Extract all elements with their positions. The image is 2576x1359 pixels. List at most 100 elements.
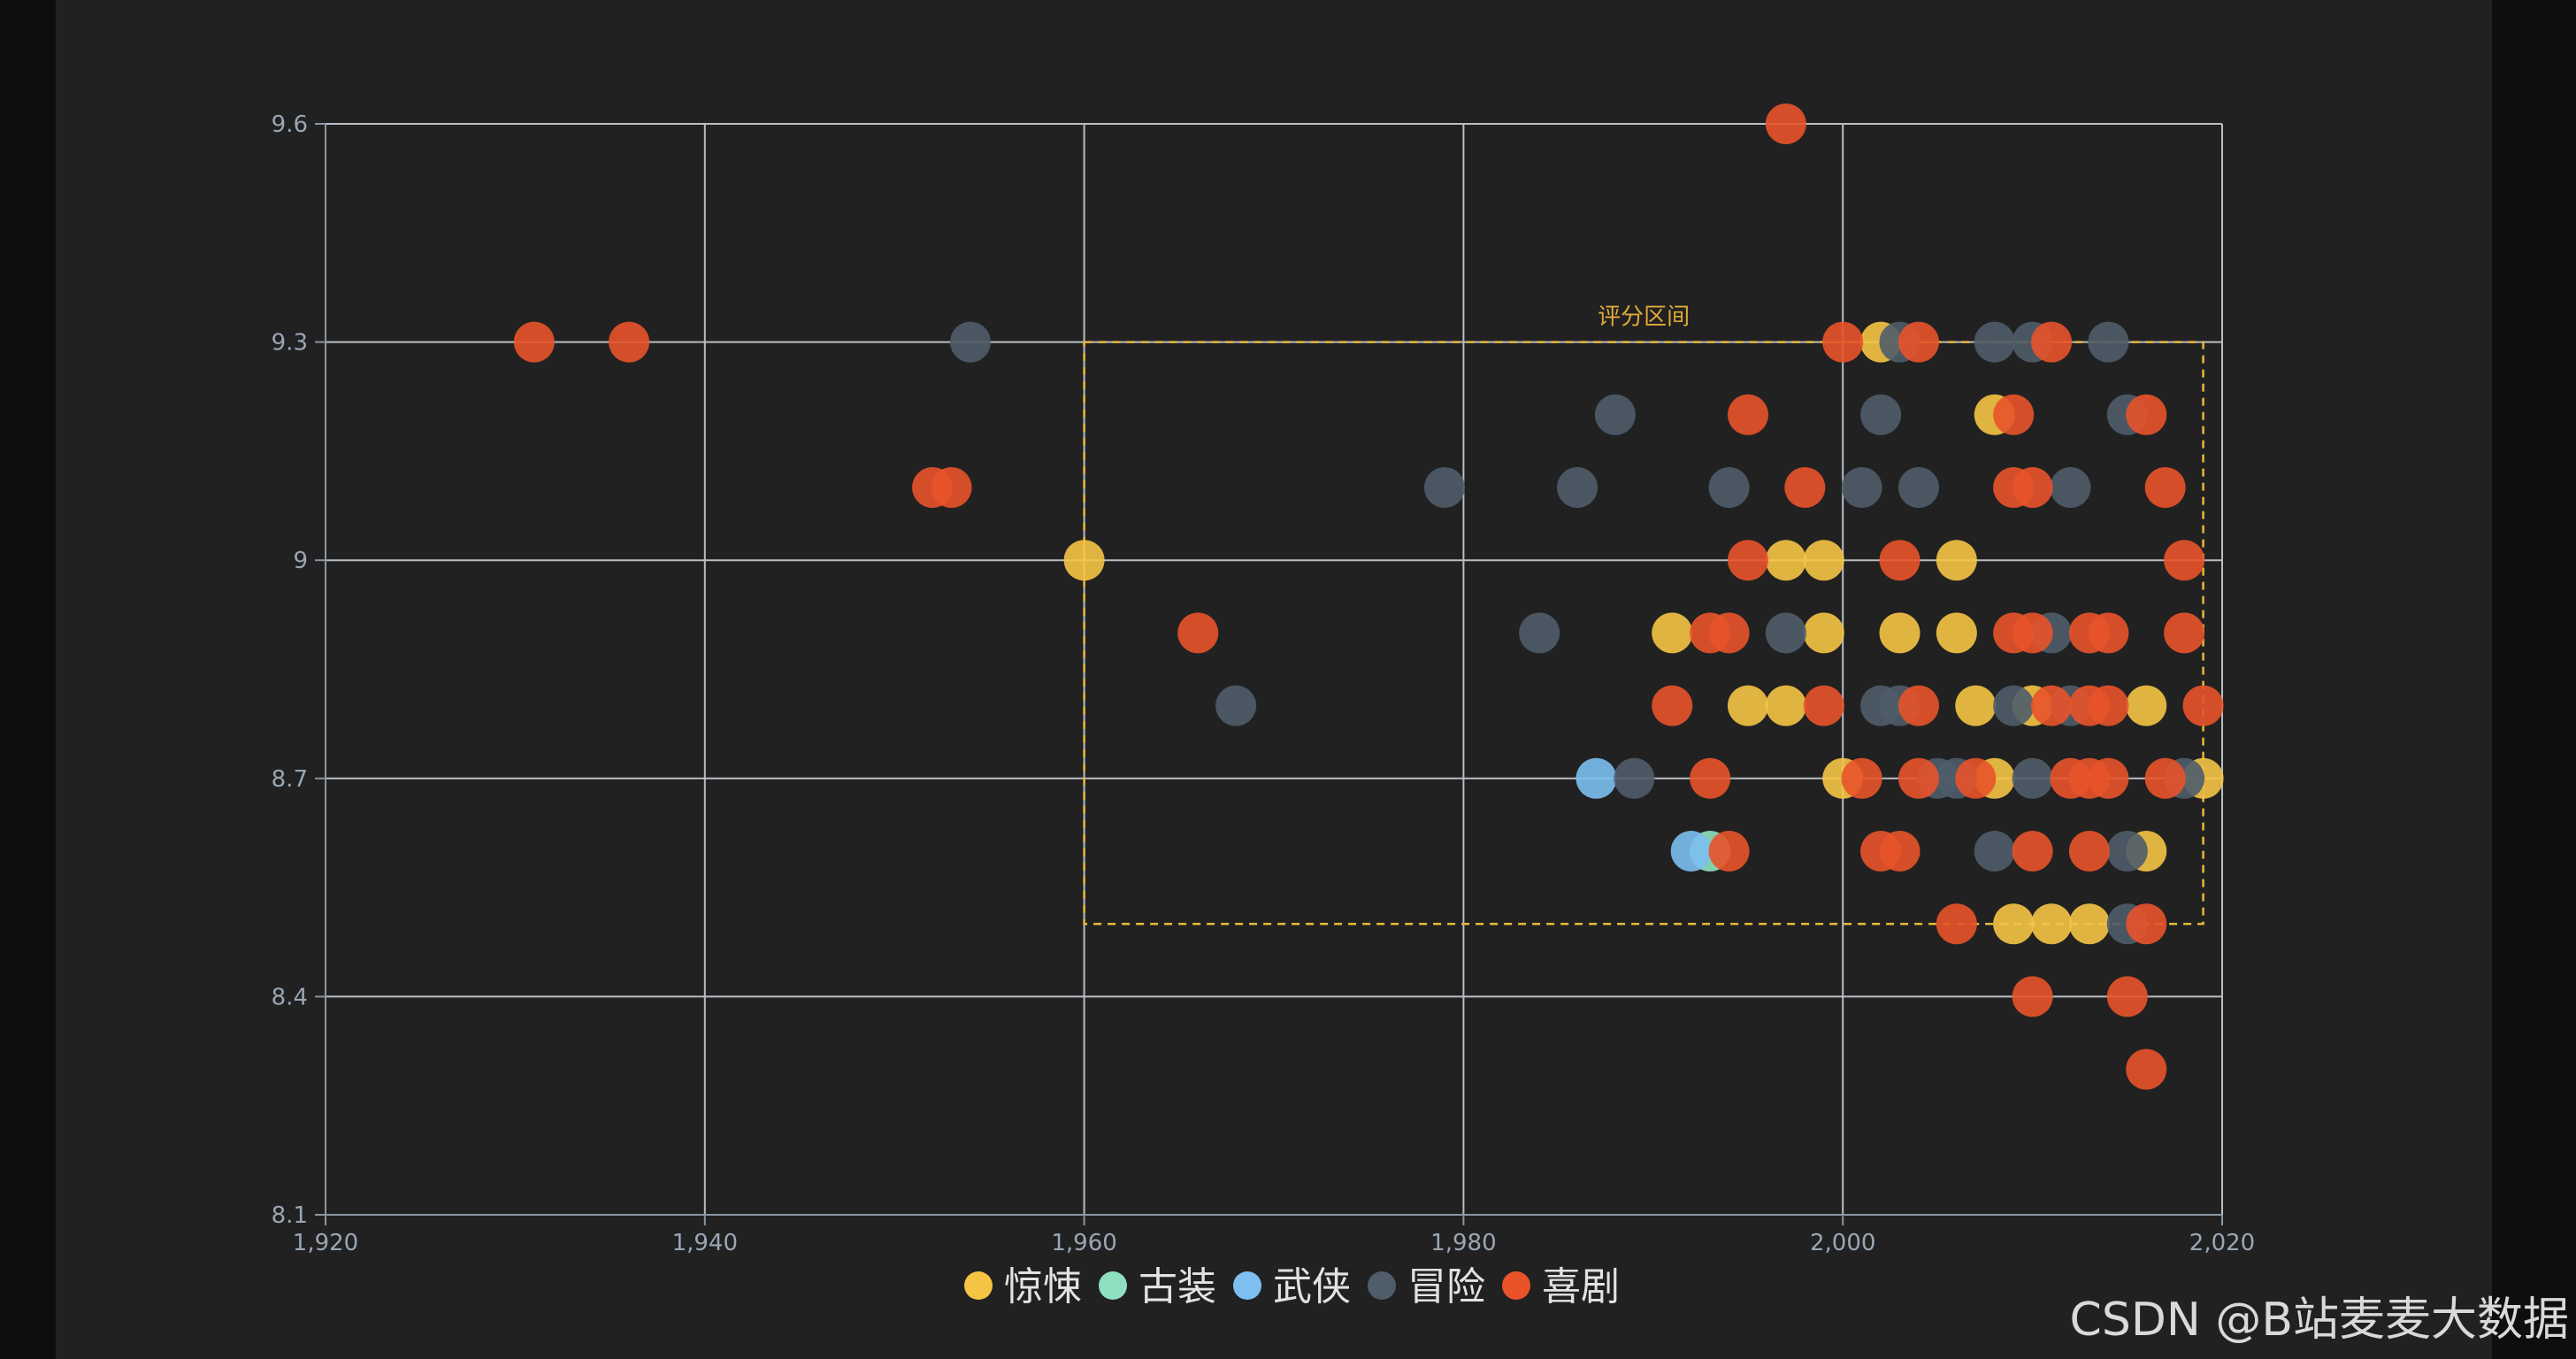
- data-point: [1841, 467, 1882, 508]
- legend-marker: [964, 1271, 993, 1300]
- y-tick-label: 9.6: [272, 111, 308, 138]
- data-point: [1898, 321, 1939, 363]
- data-point: [2012, 831, 2053, 871]
- data-point: [1728, 394, 1768, 435]
- watermark: CSDN @B站麦麦大数据: [2069, 1294, 2569, 1347]
- chart-panel: [56, 0, 2492, 1359]
- data-point: [1974, 831, 2015, 871]
- legend-item[interactable]: 武侠: [1233, 1264, 1351, 1309]
- data-point: [513, 321, 555, 363]
- data-point: [1860, 394, 1902, 435]
- x-tick-label: 1,940: [672, 1230, 738, 1256]
- data-point: [2126, 903, 2167, 945]
- data-point: [1728, 540, 1768, 581]
- legend-item[interactable]: 惊悚: [964, 1264, 1082, 1309]
- data-point: [1670, 831, 1712, 871]
- data-point: [1765, 104, 1806, 144]
- y-tick-label: 8.7: [272, 766, 308, 793]
- legend-label: 惊悚: [1004, 1264, 1082, 1309]
- x-tick-label: 1,920: [293, 1230, 358, 1256]
- data-point: [1803, 612, 1844, 654]
- data-points: [513, 104, 2224, 1090]
- data-point: [2012, 612, 2053, 654]
- data-point: [2126, 394, 2167, 435]
- data-point: [1898, 757, 1939, 799]
- data-point: [1993, 685, 2035, 726]
- mark-area: 评分区间: [1083, 304, 2204, 925]
- grid: [325, 123, 2223, 1216]
- data-point: [2050, 467, 2091, 508]
- data-point: [1063, 540, 1105, 581]
- data-point: [1803, 685, 1844, 726]
- legend-marker: [1099, 1271, 1127, 1300]
- data-point: [2012, 976, 2053, 1017]
- data-point: [1974, 321, 2015, 363]
- legend-item[interactable]: 冒险: [1368, 1264, 1485, 1309]
- data-point: [1708, 467, 1750, 508]
- data-point: [2106, 976, 2148, 1017]
- data-point: [949, 321, 991, 363]
- data-point: [2031, 321, 2073, 363]
- x-tick-label: 2,020: [2189, 1230, 2255, 1256]
- data-point: [1177, 612, 1219, 654]
- data-point: [2106, 831, 2148, 871]
- data-point: [2088, 321, 2129, 363]
- data-point: [1708, 612, 1750, 654]
- data-point: [2088, 612, 2129, 654]
- legend-label: 古装: [1138, 1264, 1216, 1309]
- y-tick-label: 8.1: [272, 1202, 308, 1229]
- data-point: [2144, 757, 2186, 799]
- legend[interactable]: 惊悚 古装 武侠 冒险 喜剧: [964, 1264, 1620, 1309]
- data-point: [1557, 467, 1598, 508]
- data-point: [1803, 540, 1844, 581]
- data-point: [2144, 467, 2186, 508]
- legend-marker: [1502, 1271, 1530, 1300]
- data-point: [2031, 903, 2073, 945]
- data-point: [1936, 540, 1977, 581]
- data-point: [1652, 612, 1693, 654]
- legend-label: 冒险: [1407, 1264, 1485, 1309]
- y-tick-label: 9.3: [272, 330, 308, 357]
- data-point: [1765, 612, 1806, 654]
- data-point: [2164, 540, 2205, 581]
- data-point: [609, 321, 650, 363]
- data-point: [1993, 394, 2035, 435]
- data-point: [2164, 612, 2205, 654]
- legend-label: 喜剧: [1542, 1264, 1620, 1309]
- data-point: [1955, 757, 1997, 799]
- data-point: [1576, 757, 1617, 799]
- legend-marker: [1233, 1271, 1261, 1300]
- x-tick-label: 1,980: [1430, 1230, 1496, 1256]
- data-point: [2088, 685, 2129, 726]
- mark-area-rect: [1083, 341, 2204, 925]
- data-point: [2068, 831, 2110, 871]
- legend-item[interactable]: 喜剧: [1502, 1264, 1620, 1309]
- data-point: [1594, 394, 1636, 435]
- data-point: [2126, 685, 2167, 726]
- x-tick-label: 1,960: [1051, 1230, 1116, 1256]
- legend-item[interactable]: 古装: [1099, 1264, 1216, 1309]
- data-point: [2182, 685, 2224, 726]
- data-point: [1708, 831, 1750, 871]
- data-point: [1652, 685, 1693, 726]
- x-tick-label: 2,000: [1810, 1230, 1875, 1256]
- data-point: [1215, 685, 1257, 726]
- data-point: [2012, 757, 2053, 799]
- data-point: [2068, 903, 2110, 945]
- data-point: [2031, 685, 2073, 726]
- y-tick-label: 8.4: [272, 984, 308, 1010]
- data-point: [1519, 612, 1560, 654]
- data-point: [1898, 685, 1939, 726]
- data-point: [1936, 612, 1977, 654]
- axes: 8.1 8.4 8.7 9 9.3 9.6 1,920 1,940 1,960 1,980 2,00…: [272, 111, 2256, 1256]
- data-point: [2088, 757, 2129, 799]
- y-tick-label: 9: [293, 548, 308, 574]
- data-point: [1879, 612, 1920, 654]
- data-point: [1993, 903, 2035, 945]
- data-point: [1879, 831, 1920, 871]
- data-point: [1765, 685, 1806, 726]
- data-point: [1822, 321, 1864, 363]
- data-point: [1955, 685, 1997, 726]
- data-point: [1784, 467, 1826, 508]
